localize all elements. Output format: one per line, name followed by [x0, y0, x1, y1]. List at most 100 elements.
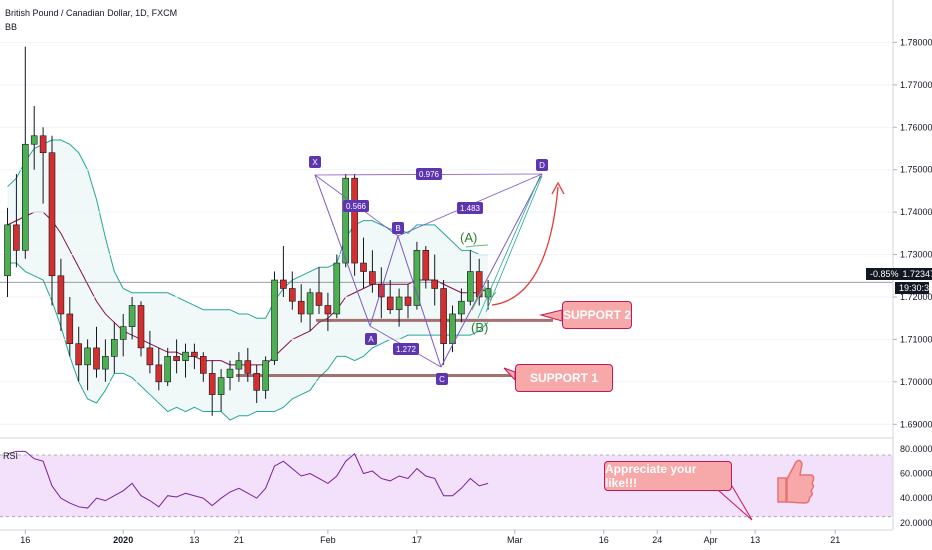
time-axis[interactable]: 16 2020 13 21 Feb 17 Mar 16 24 Apr 13 21: [20, 530, 840, 545]
candle-body: [146, 347, 154, 366]
candle-body: [422, 250, 430, 281]
leg-ab: [369, 235, 399, 327]
projection-line-1: [477, 175, 541, 319]
projection-arrowhead: [551, 181, 565, 195]
candle-body: [21, 143, 29, 251]
x-tick-label: Mar: [507, 535, 523, 545]
y-tick-label: 1.69000: [900, 419, 932, 429]
support-lines: [236, 318, 553, 377]
bb-fill: [7, 140, 489, 421]
candle-body: [226, 368, 234, 378]
candle-body: [280, 279, 287, 289]
rsi-tick-label: 80.0000: [900, 444, 932, 454]
candle-body: [244, 360, 252, 374]
candle-body: [271, 279, 278, 361]
candle-body: [84, 347, 91, 366]
wave-a-label: (A): [460, 230, 478, 245]
candle-body: [475, 271, 483, 298]
support-1-callout[interactable]: SUPPORT 1: [515, 364, 613, 392]
leg-cd: [440, 173, 543, 368]
bar-timer: 19:30:37: [895, 282, 932, 294]
like-pointer-b: [717, 489, 753, 521]
x-tick-label: 21: [234, 535, 244, 545]
candle-body: [48, 152, 56, 277]
candle-body: [324, 305, 332, 315]
candle-body: [182, 351, 189, 361]
price-axis[interactable]: 1.78000 1.77000 1.76000 1.75000 1.74000 1.730…: [893, 37, 932, 429]
x-tick-label: 13: [750, 535, 760, 545]
candle-body: [208, 373, 216, 395]
candle-body: [66, 313, 74, 344]
projection-arrow: [491, 186, 559, 306]
wave-a-mark: [465, 244, 489, 248]
x-tick-label: Apr: [704, 535, 718, 545]
candle-body: [128, 305, 136, 327]
candle-body: [137, 305, 145, 349]
leg-bc: [397, 235, 442, 368]
current-price: 1.72347: [902, 269, 932, 279]
ratio-ac-tag: 1.272: [393, 343, 419, 355]
point-c-tag[interactable]: C: [436, 373, 448, 385]
candle-body: [30, 135, 38, 145]
candle-body: [449, 313, 456, 344]
candle-body: [395, 296, 403, 311]
candle-body: [217, 377, 225, 395]
point-b-tag[interactable]: B: [392, 222, 404, 234]
candle-body: [39, 135, 47, 154]
x-tick-label: 13: [189, 535, 199, 545]
candle-body: [360, 262, 367, 272]
ratio-xb-tag: 0.566: [343, 200, 369, 212]
y-tick-label: 1.76000: [900, 122, 932, 132]
candle-body: [466, 271, 474, 302]
point-x-tag[interactable]: X: [309, 156, 321, 168]
y-tick-label: 1.75000: [900, 165, 932, 175]
candle-body: [93, 347, 100, 370]
candle-body: [288, 288, 296, 302]
candle-body: [75, 343, 82, 366]
y-tick-label: 1.77000: [900, 80, 932, 90]
x-tick-label: 17: [412, 535, 422, 545]
candle-body: [413, 250, 421, 306]
candle-body: [440, 288, 447, 344]
rsi-tick-label: 60.0000: [900, 469, 932, 479]
candle-body: [173, 356, 180, 361]
wave-b-label: (B): [471, 320, 489, 335]
candle-body: [306, 292, 314, 315]
thumbs-up-icon: [777, 459, 815, 504]
candle-body: [111, 339, 118, 357]
bb-lower-line: [7, 262, 489, 421]
candle-body: [235, 360, 243, 370]
x-tick-label: 21: [830, 535, 840, 545]
y-tick-label: 1.73000: [900, 250, 932, 260]
support-2-callout[interactable]: SUPPORT 2: [562, 301, 632, 329]
rsi-line: [7, 450, 489, 509]
x-tick-label: 24: [652, 535, 662, 545]
leg-xa: [314, 174, 371, 327]
current-price-tag: -0.85% 1.72347: [866, 268, 932, 280]
rsi-axis: 80.0000 60.0000 40.0000 20.0000: [900, 444, 932, 528]
indicator-label[interactable]: BB: [5, 22, 18, 32]
candle-body: [369, 271, 376, 285]
candle-body: [386, 296, 394, 311]
point-a-tag[interactable]: A: [365, 333, 377, 345]
candle-body: [404, 296, 412, 306]
rsi-tick-label: 40.0000: [900, 493, 932, 503]
y-tick-label: 1.71000: [900, 334, 932, 344]
chart-title: British Pound / Canadian Dollar, 1D, FXC…: [5, 8, 178, 18]
y-tick-label: 1.72000: [900, 292, 932, 302]
rsi-label[interactable]: RSI: [3, 451, 19, 461]
like-pointer-a: [731, 485, 753, 521]
candle-body: [431, 279, 439, 289]
candle-body: [342, 177, 350, 264]
candle-body: [155, 364, 163, 383]
point-d-tag[interactable]: D: [536, 159, 548, 171]
x-tick-label: 16: [599, 535, 609, 545]
candle-body: [253, 373, 260, 391]
candle-body: [484, 288, 492, 298]
ratio-xd-tag: 0.976: [416, 168, 442, 180]
x-tick-label: 16: [20, 535, 30, 545]
like-callout[interactable]: Appreciate your like!!!: [604, 461, 732, 491]
price-pane: [0, 41, 893, 425]
candle-body: [164, 356, 171, 383]
candle-body: [333, 262, 341, 315]
